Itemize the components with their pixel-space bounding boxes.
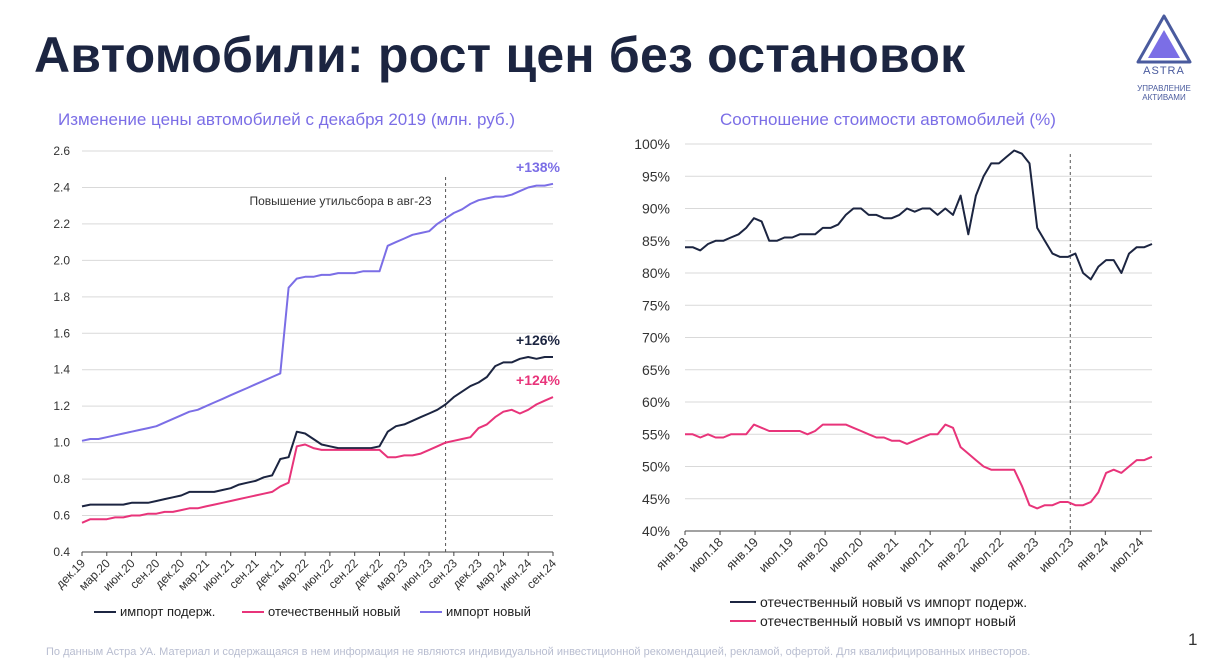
y-tick-label: 1.2 bbox=[53, 399, 70, 413]
legend-label: отечественный новый vs импорт подерж. bbox=[760, 594, 1027, 610]
page-title: Автомобили: рост цен без остановок bbox=[34, 27, 966, 83]
legend-label: отечественный новый vs импорт новый bbox=[760, 613, 1016, 629]
astra-logo: ASTRA bbox=[1136, 14, 1192, 77]
y-tick-label: 1.0 bbox=[53, 436, 70, 450]
y-tick-label: 60% bbox=[642, 394, 670, 410]
series-end-label: +138% bbox=[516, 159, 561, 175]
y-tick-label: 40% bbox=[642, 523, 670, 539]
chart2-title: Соотношение стоимости автомобилей (%) bbox=[720, 110, 1056, 129]
x-tick-label: янв.22 bbox=[933, 535, 971, 573]
x-tick-label: июл.21 bbox=[896, 535, 937, 576]
y-tick-label: 2.0 bbox=[53, 253, 70, 267]
x-tick-label: янв.21 bbox=[863, 535, 901, 573]
x-tick-label: июл.19 bbox=[756, 535, 797, 576]
x-tick-label: янв.18 bbox=[653, 535, 691, 573]
y-tick-label: 2.4 bbox=[53, 180, 70, 194]
y-tick-label: 65% bbox=[642, 362, 670, 378]
series-line-1 bbox=[81, 396, 554, 524]
logo-subtitle-1: УПРАВЛЕНИЕ bbox=[1137, 84, 1191, 93]
y-tick-label: 90% bbox=[642, 201, 670, 217]
y-tick-label: 2.2 bbox=[53, 217, 70, 231]
series-end-label: +124% bbox=[516, 372, 561, 388]
y-tick-label: 45% bbox=[642, 491, 670, 507]
y-tick-label: 50% bbox=[642, 459, 670, 475]
chart1-title: Изменение цены автомобилей с декабря 201… bbox=[58, 110, 516, 129]
y-tick-label: 80% bbox=[642, 265, 670, 281]
legend-label: импорт новый bbox=[446, 604, 531, 619]
y-tick-label: 1.8 bbox=[53, 290, 70, 304]
x-tick-label: янв.19 bbox=[723, 535, 761, 573]
y-tick-label: 85% bbox=[642, 233, 670, 249]
series-line-0 bbox=[81, 356, 553, 508]
y-tick-label: 70% bbox=[642, 330, 670, 346]
x-tick-label: июл.23 bbox=[1036, 535, 1077, 576]
logo-subtitle-2: АКТИВАМИ bbox=[1142, 93, 1186, 102]
annotation-label: Повышение утильсбора в авг-23 bbox=[249, 194, 431, 208]
y-tick-label: 100% bbox=[634, 136, 670, 152]
series-line-1 bbox=[685, 423, 1153, 510]
y-tick-label: 0.6 bbox=[53, 509, 70, 523]
logo-triangle-inner bbox=[1148, 30, 1180, 58]
y-tick-label: 1.6 bbox=[53, 326, 70, 340]
x-tick-label: янв.24 bbox=[1073, 535, 1111, 573]
y-tick-label: 95% bbox=[642, 168, 670, 184]
footer-disclaimer: По данным Астра УА. Материал и содержаща… bbox=[46, 646, 1031, 658]
x-tick-label: июл.18 bbox=[686, 535, 727, 576]
x-tick-label: янв.20 bbox=[793, 535, 831, 573]
x-tick-label: июл.22 bbox=[966, 535, 1007, 576]
series-line-2 bbox=[81, 182, 554, 442]
legend-label: отечественный новый bbox=[268, 604, 401, 619]
y-tick-label: 0.4 bbox=[53, 545, 70, 559]
chart-price-ratio: 40% 45% 50% 55% 60% 65% 70% 75% 80% 85% 90% 95% 100%… bbox=[634, 136, 1153, 629]
x-tick-label: июл.24 bbox=[1106, 535, 1147, 576]
logo-triangle-outer bbox=[1136, 14, 1192, 64]
page-number: 1 bbox=[1188, 630, 1198, 649]
y-tick-label: 1.4 bbox=[53, 363, 70, 377]
series-end-label: +126% bbox=[516, 332, 561, 348]
y-tick-label: 2.6 bbox=[53, 144, 70, 158]
y-tick-label: 55% bbox=[642, 426, 670, 442]
legend-label: импорт подерж. bbox=[120, 604, 215, 619]
series-line-0 bbox=[685, 149, 1153, 281]
x-tick-label: июл.20 bbox=[826, 535, 867, 576]
y-tick-label: 75% bbox=[642, 297, 670, 313]
chart-price-change: 0.40.60.81.01.21.41.61.82.02.22.42.6дек.… bbox=[53, 144, 561, 619]
x-tick-label: янв.23 bbox=[1003, 535, 1041, 573]
logo-text: ASTRA bbox=[1143, 65, 1185, 77]
y-tick-label: 0.8 bbox=[53, 472, 70, 486]
